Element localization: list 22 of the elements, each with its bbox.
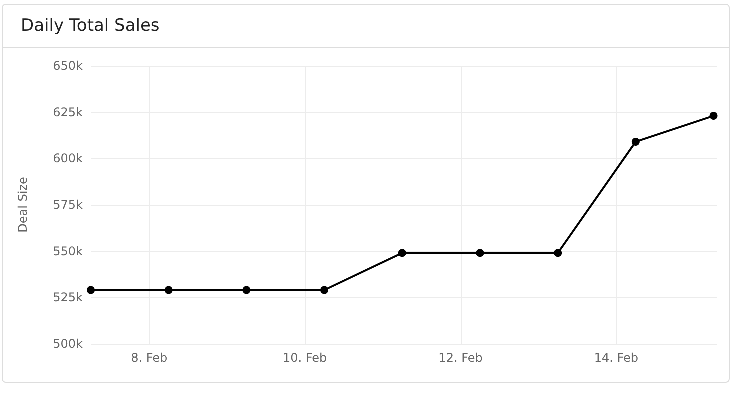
y-tick-label: 550k [53,244,84,258]
point [398,249,406,258]
point [164,286,173,294]
x-tick-label: 14. Feb [594,351,639,365]
point [87,286,95,294]
point [242,286,251,294]
point [320,286,329,294]
x-tick-label: 10. Feb [282,351,328,365]
y-tick-label: 525k [53,290,84,305]
y-tick-label: 625k [53,105,84,120]
y-axis-title: Deal Size [16,177,30,233]
point [554,249,562,258]
y-tick-label: 500k [53,337,84,351]
point [476,249,484,258]
y-tick-label: 575k [53,198,84,212]
x-tick-label: 12. Feb [438,351,483,365]
point [710,112,718,120]
y-tick-label: 650k [53,59,84,73]
y-tick-label: 600k [53,152,84,166]
x-tick-label: 8. Feb [131,351,168,365]
chart-title: Daily Total Sales [3,5,729,48]
point [632,138,640,146]
